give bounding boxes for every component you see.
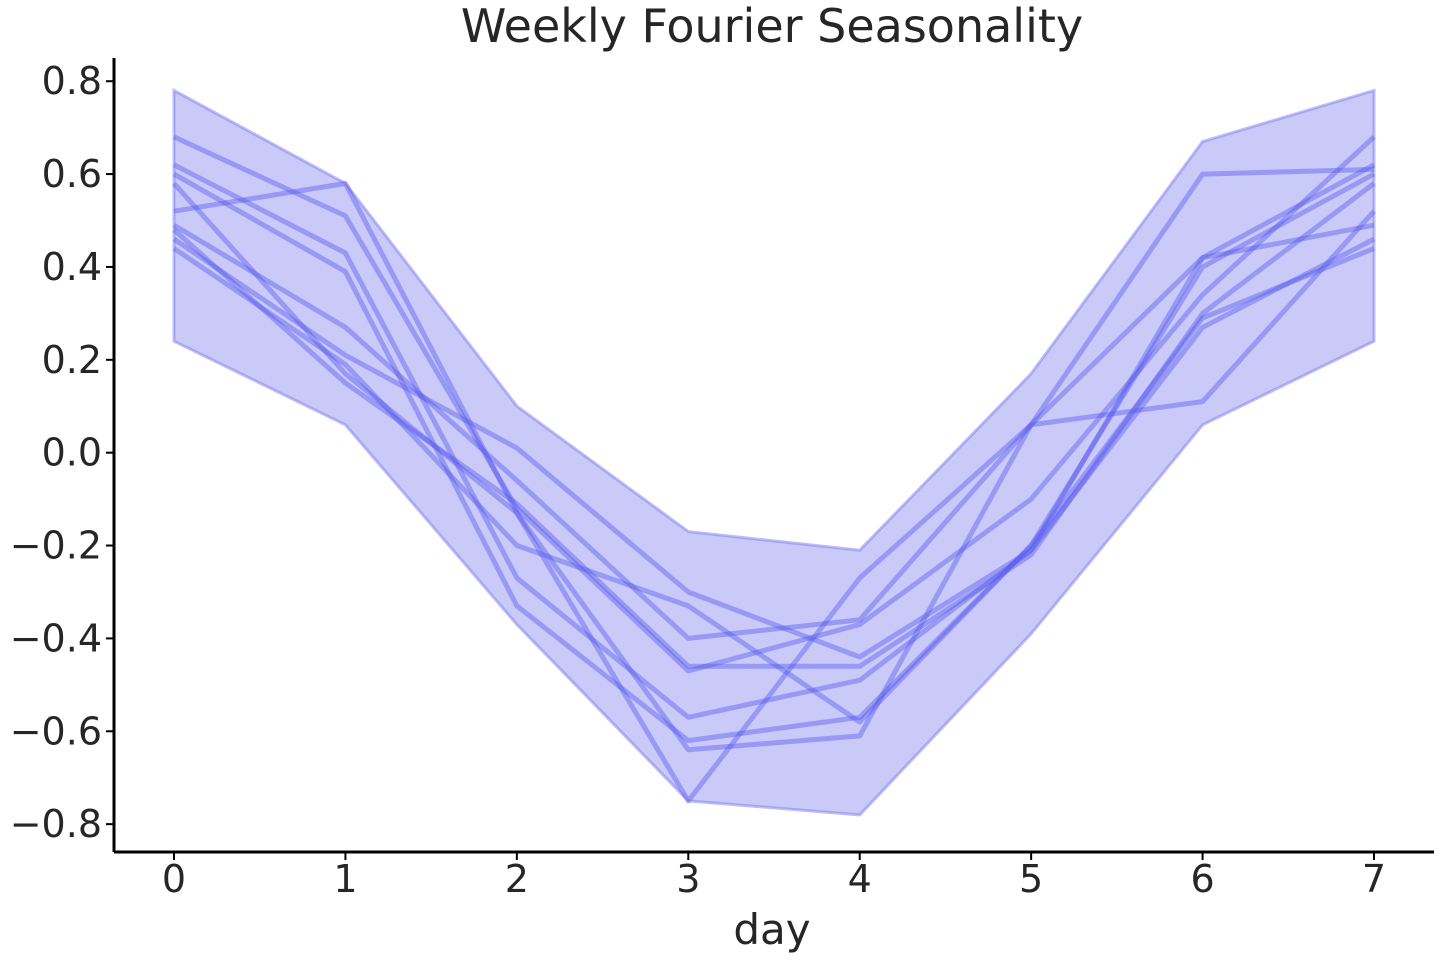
x-tick-label: 7 <box>1362 857 1386 901</box>
y-tick-label: −0.8 <box>10 802 102 846</box>
series-line-4 <box>172 171 1376 744</box>
x-axis-label: day <box>733 905 810 954</box>
x-tick-label: 0 <box>162 857 186 901</box>
y-tick-label: −0.2 <box>10 524 102 568</box>
uncertainty-band <box>172 87 1376 817</box>
chart-title: Weekly Fourier Seasonality <box>461 0 1083 53</box>
x-tick-label: 2 <box>505 857 529 901</box>
series-line-6 <box>172 236 1376 660</box>
x-tick-label: 3 <box>676 857 700 901</box>
series-line-8 <box>172 181 1375 804</box>
x-tick-label: 4 <box>848 857 872 901</box>
series-line-3 <box>172 162 1376 720</box>
y-tick-label: 0.0 <box>42 431 102 475</box>
uncertainty-band-layer <box>172 87 1376 817</box>
y-tick-label: 0.8 <box>42 59 102 103</box>
y-axis-ticks: 0.8 0.6 0.4 0.2 0.0 −0.2 −0.4 −0.6 −0.8 <box>10 59 114 846</box>
y-tick-label: 0.2 <box>42 338 102 382</box>
series-line-5 <box>172 166 1375 641</box>
x-axis-ticks: 0 1 2 3 4 5 6 7 <box>162 852 1386 901</box>
series-line-2 <box>173 180 1376 753</box>
y-tick-label: −0.4 <box>10 616 102 660</box>
series-line-7 <box>172 246 1375 725</box>
series-line-1 <box>172 134 1376 674</box>
x-tick-label: 6 <box>1190 857 1214 901</box>
y-tick-label: 0.4 <box>42 245 102 289</box>
y-tick-label: 0.6 <box>42 152 102 196</box>
x-tick-label: 5 <box>1019 857 1043 901</box>
x-tick-label: 1 <box>333 857 357 901</box>
series-line-9 <box>172 181 1376 669</box>
series-lines-layer <box>172 134 1376 804</box>
y-tick-label: −0.6 <box>10 709 102 753</box>
